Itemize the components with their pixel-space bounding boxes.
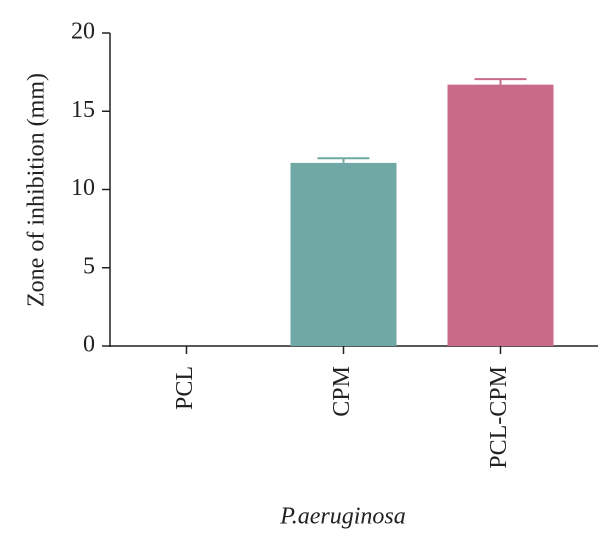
error-bar [474,78,527,85]
x-axis-label: P.aeruginosa [279,504,406,530]
bar [447,84,554,347]
x-tick-label: CPM [329,366,355,417]
y-tick-label: 5 [83,253,95,279]
bar [290,162,397,346]
y-axis-label: Zone of inhibition (mm) [24,73,50,307]
error-bar [317,157,370,163]
y-tick-label: 0 [83,332,95,358]
y-tick-label: 20 [71,19,95,45]
x-tick-label: PCL-CPM [486,366,512,469]
y-tick-label: 15 [71,97,95,123]
x-tick-label: PCL [172,366,198,410]
y-tick-label: 10 [71,175,95,201]
